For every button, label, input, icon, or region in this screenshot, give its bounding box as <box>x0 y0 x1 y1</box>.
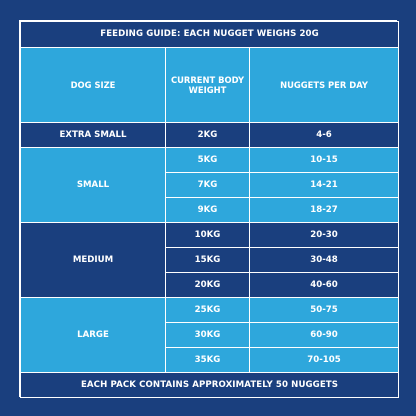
nuggets-cell: 4-6 <box>248 122 400 148</box>
weight-cell: 35kg <box>165 347 250 373</box>
group-medium: MEDIUM <box>20 222 166 298</box>
nuggets-cell: 50-75 <box>248 297 400 323</box>
weight-cell: 9kg <box>165 197 250 223</box>
weight-cell: 7kg <box>165 172 250 198</box>
weight-cell: 15kg <box>165 247 250 273</box>
nuggets-cell: 30-48 <box>248 247 400 273</box>
header-dog-size: DOG SIZE <box>20 47 166 123</box>
group-large: LARGE <box>20 297 166 373</box>
header-body-weight: CURRENT BODY WEIGHT <box>165 47 250 123</box>
table-title: FEEDING GUIDE: EACH NUGGET WEIGHS 20g <box>19 21 400 48</box>
table-row: LARGE 25kg 50-75 <box>20 297 400 373</box>
weight-cell: 2kg <box>165 122 250 148</box>
table-row: 15kg 30-48 <box>21 247 400 273</box>
weight-cell: 20kg <box>165 272 250 298</box>
table-row: 7kg 14-21 <box>21 172 400 198</box>
nuggets-cell: 60-90 <box>248 322 400 348</box>
table-row: 35kg 70-105 <box>21 347 400 373</box>
table-row: SMALL 5kg 10-15 <box>20 147 400 223</box>
table-row: 9kg 18-27 <box>21 197 400 223</box>
feeding-guide-panel: FEEDING GUIDE: EACH NUGGET WEIGHS 20g DO… <box>19 20 400 398</box>
table-row: EXTRA SMALL 2kg 4-6 <box>20 122 400 148</box>
nuggets-cell: 18-27 <box>248 197 400 223</box>
nuggets-cell: 70-105 <box>248 347 400 373</box>
nuggets-cell: 14-21 <box>248 172 400 198</box>
weight-cell: 30kg <box>165 322 250 348</box>
table-footer: EACH PACK CONTAINS APPROXIMATELY 50 NUGG… <box>19 372 400 398</box>
group-extra-small: EXTRA SMALL <box>20 122 166 148</box>
nuggets-cell: 40-60 <box>248 272 400 298</box>
table-row: 30kg 60-90 <box>21 322 400 348</box>
table-row: 20kg 40-60 <box>21 272 400 298</box>
nuggets-cell: 10-15 <box>248 147 400 173</box>
nuggets-cell: 20-30 <box>248 222 400 248</box>
weight-cell: 5kg <box>165 147 250 173</box>
weight-cell: 10kg <box>165 222 250 248</box>
table-row: MEDIUM 10kg 20-30 <box>20 222 400 298</box>
group-small: SMALL <box>20 147 166 223</box>
feeding-guide-table: FEEDING GUIDE: EACH NUGGET WEIGHS 20g DO… <box>19 21 400 398</box>
header-nuggets-per-day: NUGGETS PER DAY <box>248 47 400 123</box>
weight-cell: 25kg <box>165 297 250 323</box>
